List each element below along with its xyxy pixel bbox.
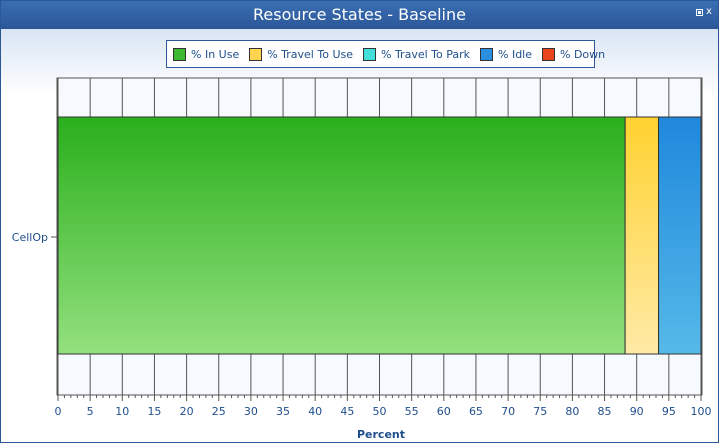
x-tick-label: 60 <box>437 405 451 418</box>
legend-item-down: % Down <box>542 47 606 61</box>
x-tick-label: 100 <box>691 405 712 418</box>
chart-legend: % In Use % Travel To Use % Travel To Par… <box>166 40 605 68</box>
x-tick-label: 35 <box>276 405 290 418</box>
x-tick-label: 65 <box>469 405 483 418</box>
bar-segments <box>57 116 702 355</box>
restore-icon[interactable] <box>696 9 703 16</box>
legend-swatch-in-use <box>173 47 186 61</box>
x-tick-label: 40 <box>308 405 322 418</box>
x-tick-label: 85 <box>598 405 612 418</box>
x-tick-label: 25 <box>212 405 226 418</box>
legend-label-down: % Down <box>560 47 606 61</box>
x-tick-label: 30 <box>244 405 258 418</box>
x-tick-label: 45 <box>340 405 354 418</box>
legend-label-travel-to-park: % Travel To Park <box>381 47 470 61</box>
title-bar: Resource States - Baseline x <box>1 1 718 29</box>
x-tick-label: 5 <box>87 405 94 418</box>
legend-label-in-use: % In Use <box>191 47 240 61</box>
close-icon[interactable]: x <box>706 6 712 17</box>
x-tick-label: 0 <box>55 405 62 418</box>
x-tick-label: 70 <box>501 405 515 418</box>
bar-segment-travel-to-use <box>624 116 660 355</box>
x-tick-label: 15 <box>147 405 161 418</box>
legend-item-idle: % Idle <box>480 47 532 61</box>
legend-item-in-use: % In Use <box>173 47 240 61</box>
x-axis-title: Percent <box>357 428 405 441</box>
window-title: Resource States - Baseline <box>253 5 466 24</box>
bar-segment-idle <box>658 116 702 355</box>
legend-swatch-travel-to-park <box>363 47 376 61</box>
x-tick-label: 50 <box>373 405 387 418</box>
legend-item-travel-to-use: % Travel To Use <box>249 47 353 61</box>
x-tick-label: 10 <box>115 405 129 418</box>
x-axis: 0 5 10 15 20 25 30 35 40 45 50 55 60 65 70 75 80 85 90 95 10… <box>55 395 712 418</box>
x-tick-label: 75 <box>533 405 547 418</box>
y-tick-label-cellop: CellOp <box>12 231 48 244</box>
legend-swatch-travel-to-use <box>249 47 263 61</box>
legend-swatch-idle <box>480 47 493 61</box>
x-tick-label: 55 <box>405 405 419 418</box>
x-tick-label: 20 <box>180 405 194 418</box>
x-tick-label: 95 <box>662 405 676 418</box>
legend-item-travel-to-park: % Travel To Park <box>363 47 470 61</box>
x-tick-label: 90 <box>630 405 644 418</box>
bar-segment-in-use <box>57 116 626 355</box>
y-axis: CellOp <box>12 231 57 244</box>
legend-label-travel-to-use: % Travel To Use <box>267 47 353 61</box>
restore-icon-inner <box>698 11 701 14</box>
legend-swatch-down <box>542 47 555 61</box>
legend-label-idle: % Idle <box>498 47 532 61</box>
x-tick-label: 80 <box>565 405 579 418</box>
